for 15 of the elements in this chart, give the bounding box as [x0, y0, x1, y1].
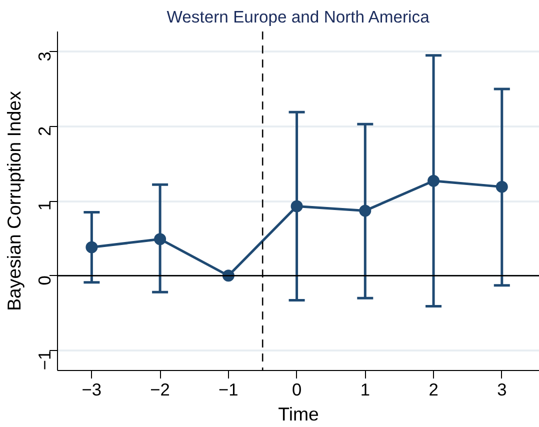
y-tick-label: 3	[34, 52, 54, 62]
y-tick-label: −1	[34, 350, 54, 370]
y-axis-title: Bayesian Corruption Index	[4, 90, 24, 311]
x-tick-label: 0	[292, 380, 302, 400]
x-tick-label: −3	[82, 380, 102, 400]
x-tick-label: −1	[218, 380, 238, 400]
x-tick-label: −2	[150, 380, 170, 400]
x-tick-label: 3	[497, 380, 507, 400]
x-tick-label: 2	[428, 380, 438, 400]
y-tick-label: 2	[34, 126, 54, 136]
y-tick-label: 0	[34, 276, 54, 286]
x-axis-title: Time	[278, 404, 319, 424]
y-tick-label: 1	[34, 200, 54, 211]
chart-title: Western Europe and North America	[166, 8, 430, 26]
x-tick-label: 1	[360, 380, 370, 400]
